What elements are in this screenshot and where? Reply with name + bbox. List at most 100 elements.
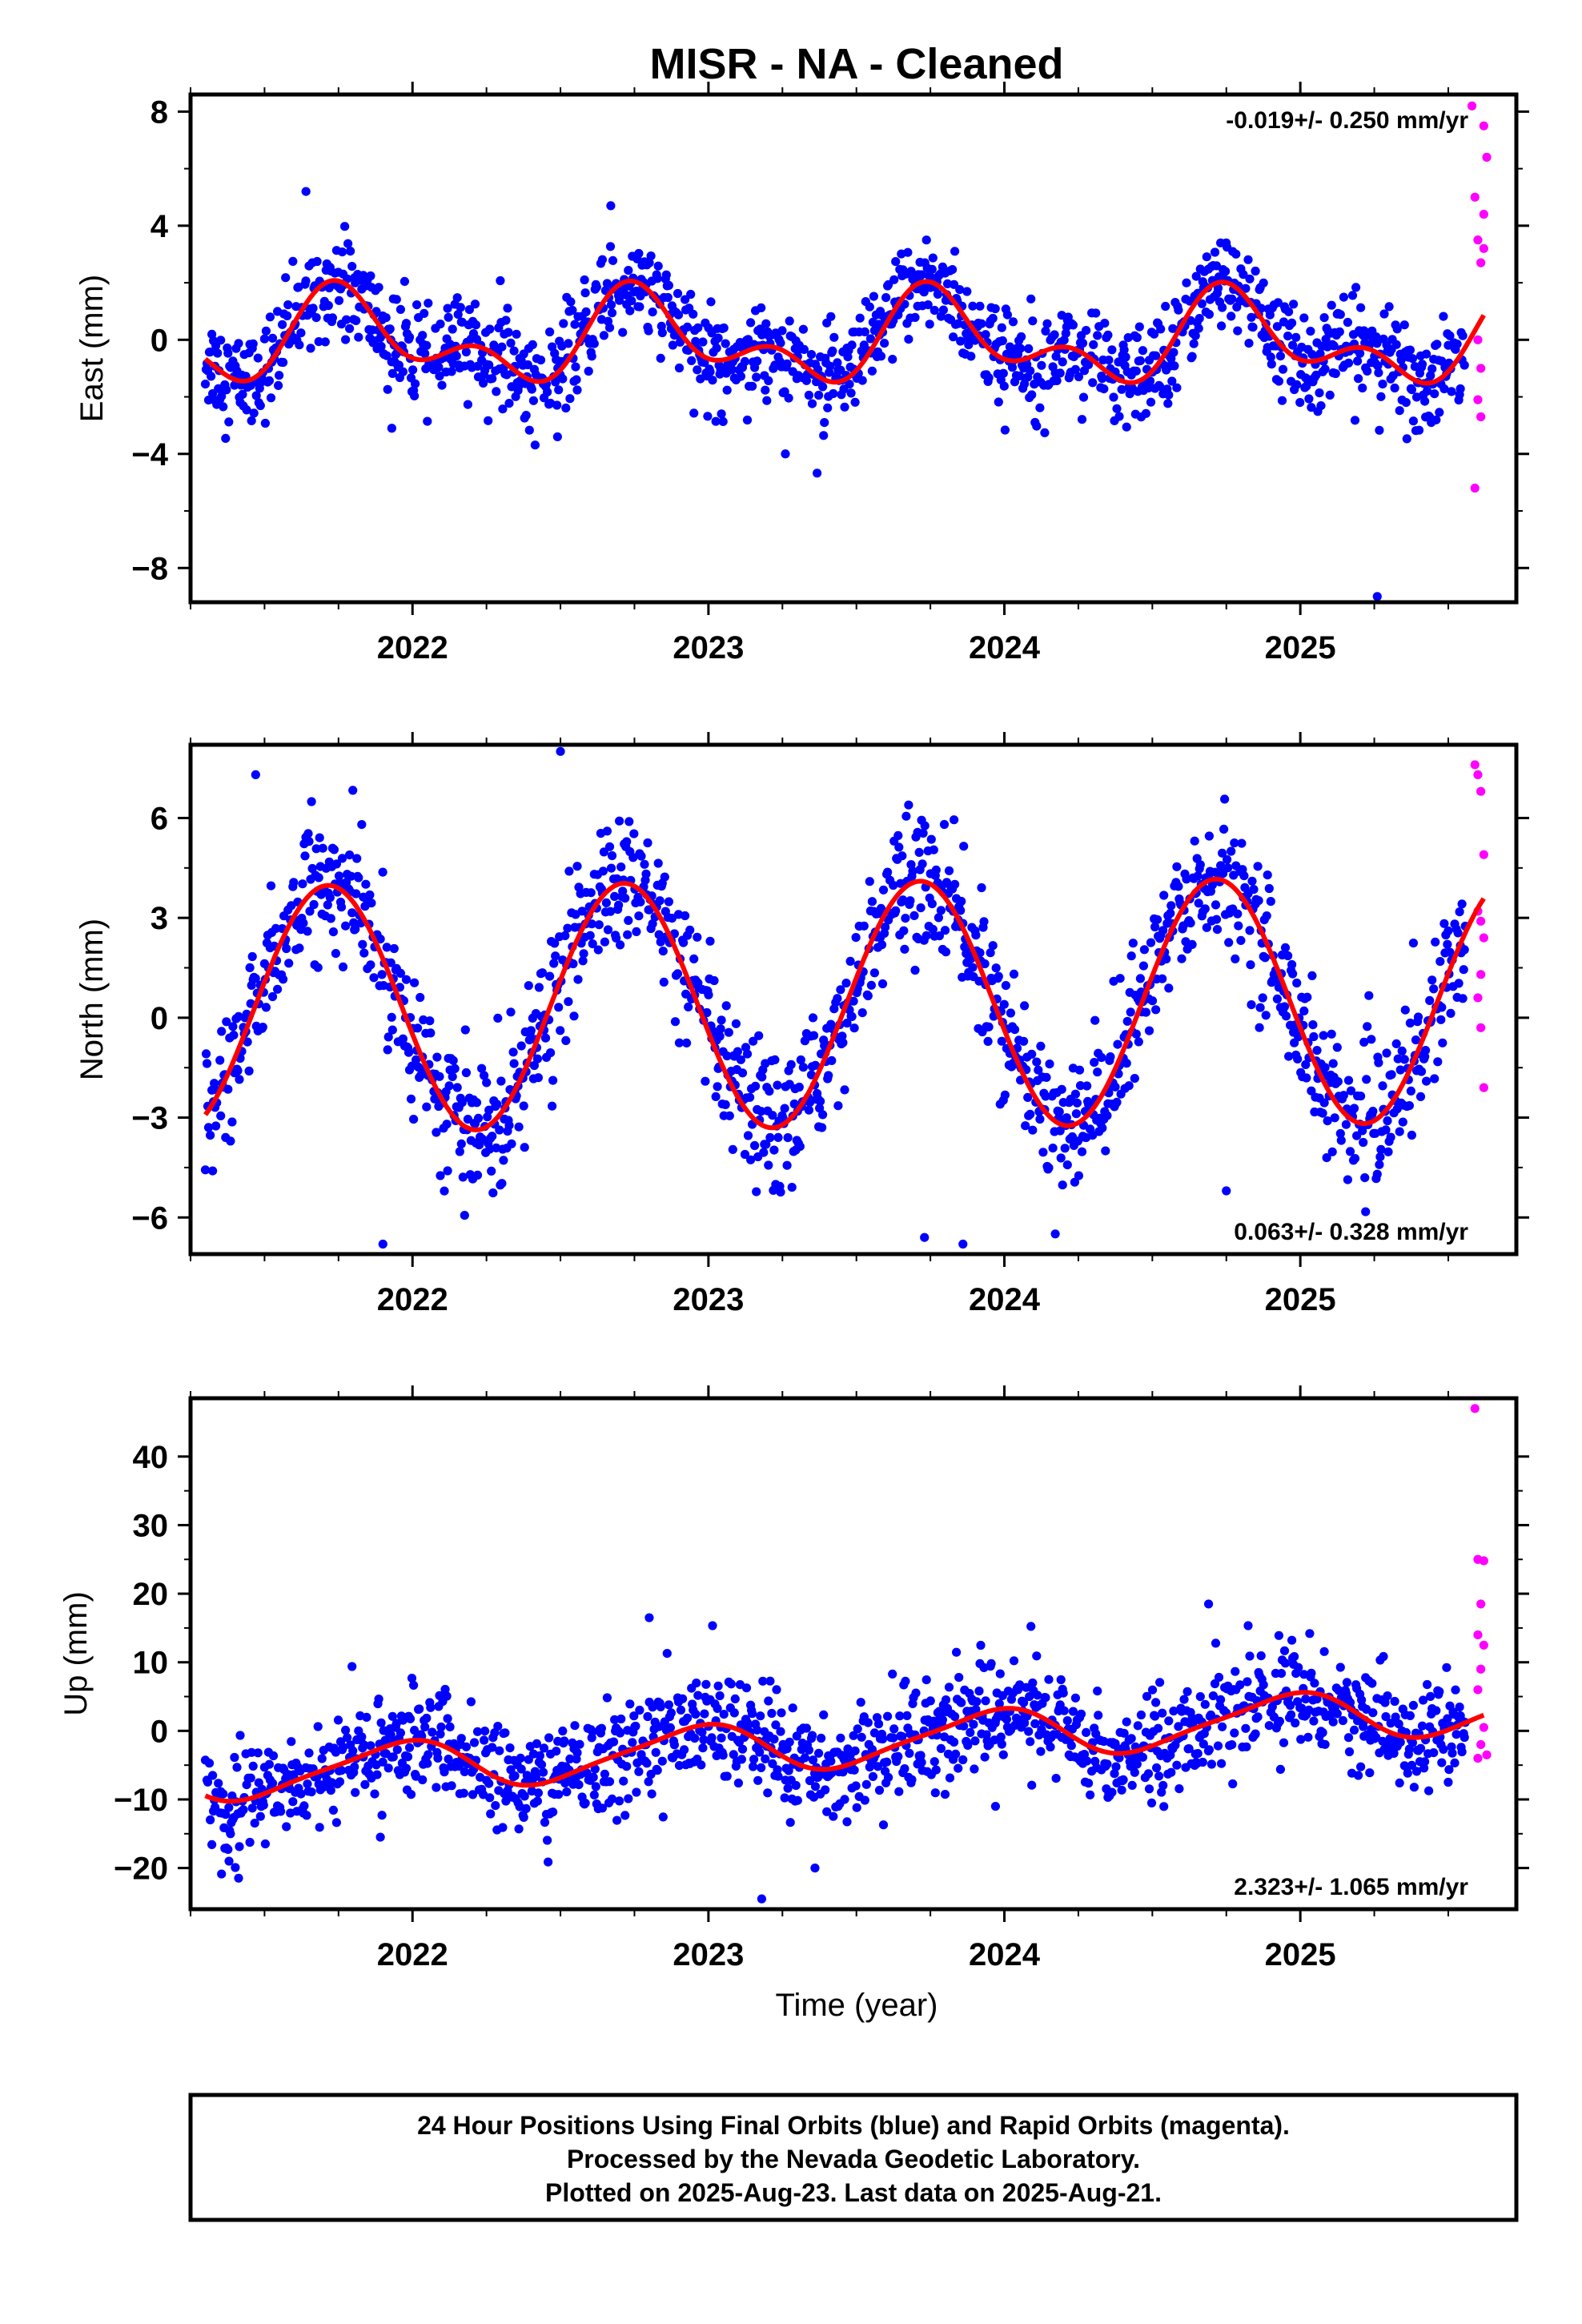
final-orbit-point <box>1349 1104 1359 1113</box>
final-orbit-point <box>514 1122 524 1132</box>
final-orbit-point <box>1264 883 1274 894</box>
final-orbit-point <box>1287 959 1297 970</box>
final-orbit-point <box>756 1711 765 1721</box>
final-orbit-point <box>860 327 869 336</box>
final-orbit-point <box>313 1722 323 1731</box>
final-orbit-point <box>265 312 275 322</box>
final-orbit-point <box>782 359 792 368</box>
rapid-orbit-point <box>1470 483 1480 493</box>
final-orbit-point <box>722 385 732 395</box>
final-orbit-point <box>773 1771 783 1781</box>
up-x-tick-label: 2024 <box>969 1937 1041 1972</box>
final-orbit-point <box>1445 331 1455 340</box>
final-orbit-point <box>1391 1039 1401 1048</box>
final-orbit-point <box>376 1718 386 1727</box>
final-orbit-point <box>306 344 315 353</box>
final-orbit-point <box>378 867 387 877</box>
final-orbit-point <box>1380 1698 1390 1707</box>
final-orbit-point <box>1174 882 1183 891</box>
final-orbit-point <box>729 1708 739 1718</box>
final-orbit-point <box>331 949 340 959</box>
final-orbit-point <box>548 1076 558 1085</box>
final-orbit-point <box>829 1811 838 1821</box>
final-orbit-point <box>849 1023 859 1033</box>
rapid-orbit-point <box>1476 258 1486 267</box>
final-orbit-point <box>327 313 337 323</box>
final-orbit-point <box>944 866 954 875</box>
final-orbit-point <box>564 339 573 348</box>
final-orbit-point <box>1390 1696 1399 1707</box>
final-orbit-point <box>1407 385 1416 395</box>
final-orbit-point <box>663 292 673 303</box>
final-orbit-point <box>809 1031 819 1040</box>
final-orbit-point <box>554 1003 564 1012</box>
final-orbit-point <box>910 312 920 322</box>
final-orbit-point <box>336 903 347 912</box>
final-orbit-point <box>681 911 690 921</box>
final-orbit-point <box>304 837 314 846</box>
final-orbit-point <box>1110 1082 1120 1092</box>
final-orbit-point <box>552 432 562 442</box>
final-orbit-point <box>1371 332 1381 342</box>
final-orbit-point <box>359 948 369 958</box>
final-orbit-point <box>950 879 960 889</box>
final-orbit-point <box>764 376 773 385</box>
final-orbit-point <box>701 1679 711 1689</box>
final-orbit-point <box>338 962 348 971</box>
final-orbit-point <box>1272 994 1282 1003</box>
final-orbit-point <box>612 933 621 943</box>
final-orbit-point <box>838 1038 848 1047</box>
final-orbit-point <box>656 1702 665 1711</box>
final-orbit-point <box>970 1736 980 1746</box>
final-orbit-point <box>1242 1742 1251 1751</box>
rapid-orbit-point <box>1473 235 1483 245</box>
final-orbit-point <box>1150 1711 1160 1721</box>
final-orbit-point <box>691 336 701 346</box>
final-orbit-point <box>664 897 674 907</box>
final-orbit-point <box>1062 1113 1071 1123</box>
final-orbit-point <box>551 377 560 387</box>
rapid-orbit-point <box>1476 1664 1486 1674</box>
final-orbit-point <box>1399 320 1409 330</box>
final-orbit-point <box>1374 1058 1383 1068</box>
final-orbit-point <box>409 1726 420 1735</box>
final-orbit-point <box>761 319 771 328</box>
final-orbit-point <box>1256 304 1266 313</box>
final-orbit-point <box>1361 1207 1371 1216</box>
final-orbit-point <box>1236 935 1246 945</box>
final-orbit-point <box>1424 1786 1434 1795</box>
final-orbit-point <box>361 879 371 889</box>
final-orbit-point <box>796 1055 805 1065</box>
final-orbit-point <box>784 393 793 403</box>
final-orbit-point <box>403 1752 413 1762</box>
final-orbit-point <box>216 1111 226 1120</box>
final-orbit-point <box>460 1025 470 1035</box>
final-orbit-point <box>721 1100 730 1109</box>
final-orbit-point <box>1322 1153 1331 1163</box>
final-orbit-point <box>593 945 603 955</box>
final-orbit-point <box>721 1001 731 1011</box>
final-orbit-point <box>828 346 837 356</box>
final-orbit-point <box>1191 331 1200 340</box>
final-orbit-point <box>1372 592 1382 601</box>
final-orbit-point <box>524 425 534 435</box>
final-orbit-point <box>1100 319 1110 328</box>
final-orbit-point <box>1113 1039 1122 1049</box>
final-orbit-point <box>1431 1706 1441 1715</box>
final-orbit-point <box>1230 838 1239 848</box>
final-orbit-point <box>624 1794 633 1803</box>
final-orbit-point <box>404 332 415 342</box>
final-orbit-point <box>976 1640 986 1651</box>
final-orbit-point <box>1184 1744 1194 1754</box>
final-orbit-point <box>730 1694 740 1703</box>
final-orbit-point <box>940 1790 950 1799</box>
final-orbit-point <box>351 316 361 325</box>
final-orbit-point <box>624 817 634 826</box>
final-orbit-point <box>1319 1647 1329 1656</box>
final-orbit-point <box>1227 1740 1237 1750</box>
final-orbit-point <box>1442 1663 1452 1672</box>
final-orbit-point <box>1237 838 1247 848</box>
final-orbit-point <box>903 247 913 257</box>
final-orbit-point <box>1382 1048 1391 1058</box>
final-orbit-point <box>986 948 995 958</box>
